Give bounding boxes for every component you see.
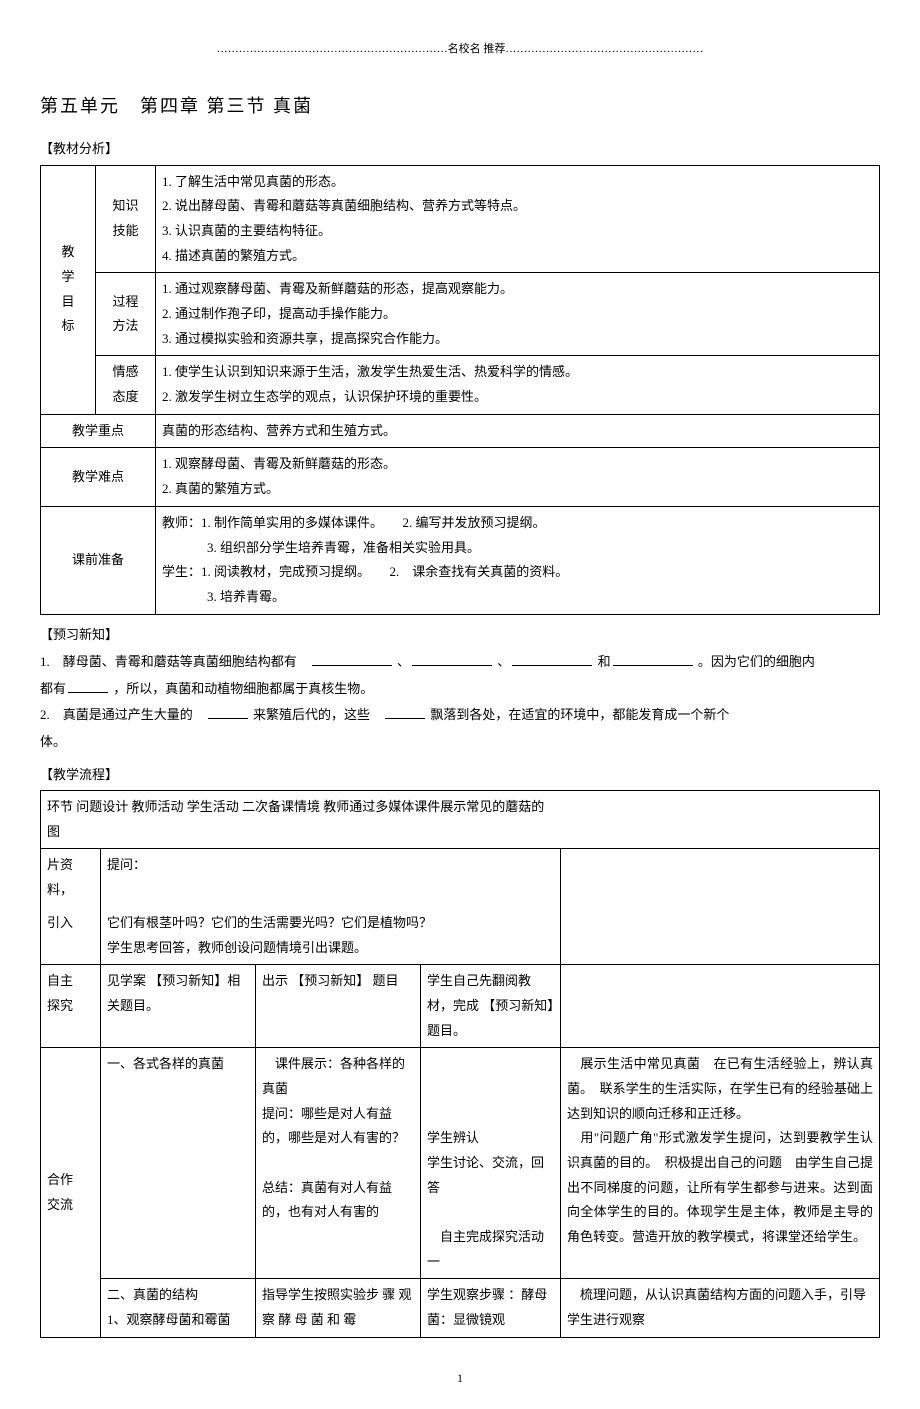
prep-line-3: 学生：1. 阅读教材，完成预习提纲。 2. 课余查找有关真菌的资料。 <box>162 560 873 585</box>
preview-text: ，所以，真菌和动植物细胞都属于真核生物。 <box>113 681 373 696</box>
flow-stage-coop: 合作 交流 <box>41 1048 101 1338</box>
prep-label: 课前准备 <box>41 506 156 614</box>
preview-text: 、 <box>397 654 410 669</box>
flow-cell: 一、各式各样的真菌 <box>101 1048 256 1279</box>
knowledge-content: 1. 了解生活中常见真菌的形态。 2. 说出酵母菌、青霉和蘑菇等真菌细胞结构、营… <box>156 165 880 273</box>
flow-cell: 展示生活中常见真菌 在已有生活经验上，辨认真菌。 联系学生的生活实际，在学生已有… <box>561 1048 880 1279</box>
preview-line-2: 都有 ，所以，真菌和动植物细胞都属于真核生物。 <box>40 677 880 702</box>
flow-cell: 指导学生按照实验步 骤 观 察 酵 母 菌 和 霉 <box>256 1279 421 1337</box>
prep-content: 教师：1. 制作简单实用的多媒体课件。 2. 编写并发放预习提纲。 3. 组织部… <box>156 506 880 614</box>
preview-line-1: 1. 酵母菌、青霉和蘑菇等真菌细胞结构都有 、 、 和 。因为它们的细胞内 <box>40 650 880 675</box>
flow-cell: 学生辨认 学生讨论、交流，回答 自主完成探究活动一 <box>421 1048 561 1279</box>
knowledge-label: 知识 技能 <box>96 165 156 273</box>
prep-line-1: 教师：1. 制作简单实用的多媒体课件。 2. 编写并发放预习提纲。 <box>162 511 873 536</box>
blank-field <box>68 679 108 693</box>
preview-block: 1. 酵母菌、青霉和蘑菇等真菌细胞结构都有 、 、 和 。因为它们的细胞内 都有… <box>40 650 880 755</box>
blank-field <box>613 652 693 666</box>
header-decoration: ………………………………………………………名校名 推荐…………………………………… <box>40 40 880 60</box>
goals-table: 教 学 目 标 知识 技能 1. 了解生活中常见真菌的形态。 2. 说出酵母菌、… <box>40 165 880 615</box>
flow-header-row: 环节 问题设计 教师活动 学生活动 二次备课情境 教师通过多媒体课件展示常见的蘑… <box>41 791 561 849</box>
flow-section-label: 【教学流程】 <box>40 763 880 786</box>
flow-cell: 见学案 【预习新知】相关题目。 <box>101 965 256 1048</box>
process-content: 1. 通过观察酵母菌、青霉及新鲜蘑菇的形态，提高观察能力。 2. 通过制作孢子印… <box>156 273 880 356</box>
flow-cell <box>561 965 880 1048</box>
flow-cell: 学生观察步骤 ：酵母菌：显微镜观 <box>421 1279 561 1337</box>
flow-header-text: 环节 问题设计 教师活动 学生活动 二次备课情境 教师通过多媒体课件展示常见的蘑… <box>47 799 544 839</box>
emotion-content: 1. 使学生认识到知识来源于生活，激发学生热爱生活、热爱科学的情感。 2. 激发… <box>156 356 880 414</box>
blank-field <box>312 652 392 666</box>
flow-cell: 学生自己先翻阅教材，完成 【预习新知】题目。 <box>421 965 561 1048</box>
flow-cell: 提问： <box>101 849 561 907</box>
preview-text: 和 <box>598 654 611 669</box>
flow-cell: 课件展示：各种各样的真菌 提问：哪些是对人有益的，哪些是对人有害的？ 总结：真菌… <box>256 1048 421 1279</box>
preview-text: 。因为它们的细胞内 <box>698 654 815 669</box>
flow-cell: 梳理问题，从认识真菌结构方面的问题入手，引导学生进行观察 <box>561 1279 880 1337</box>
process-label: 过程 方法 <box>96 273 156 356</box>
flow-cell: 二、真菌的结构 1、观察酵母菌和霉菌 <box>101 1279 256 1337</box>
preview-line-3: 2. 真菌是通过产生大量的 来繁殖后代的，这些 飘落到各处，在适宜的环境中，都能… <box>40 703 880 728</box>
flow-cell: 它们有根茎叶吗？它们的生活需要光吗？它们是植物吗？ 学生思考回答，教师创设问题情… <box>101 907 561 965</box>
preview-text: 飘落到各处，在适宜的环境中，都能发育成一个新个 <box>430 707 729 722</box>
preview-text: 1. 酵母菌、青霉和蘑菇等真菌细胞结构都有 <box>40 654 297 669</box>
preview-text: 来繁殖后代的，这些 <box>253 707 370 722</box>
blank-field <box>512 652 592 666</box>
emotion-label: 情感 态度 <box>96 356 156 414</box>
preview-line-4: 体。 <box>40 730 880 755</box>
prep-line-2: 3. 组织部分学生培养青霉，准备相关实验用具。 <box>162 536 873 561</box>
goal-main-label: 教 学 目 标 <box>41 165 96 414</box>
preview-section-label: 【预习新知】 <box>40 623 880 646</box>
flow-cell: 出示 【预习新知】 题目 <box>256 965 421 1048</box>
page-title: 第五单元 第四章 第三节 真菌 <box>40 90 880 122</box>
page-number: 1 <box>40 1368 880 1390</box>
analysis-section-label: 【教材分析】 <box>40 137 880 160</box>
flow-cell <box>561 907 880 965</box>
difficulty-label: 教学难点 <box>41 448 156 506</box>
flow-cell <box>561 849 880 907</box>
keypoint-label: 教学重点 <box>41 414 156 448</box>
prep-line-4: 3. 培养青霉。 <box>162 585 873 610</box>
flow-cell: 片资料， <box>41 849 101 907</box>
difficulty-content: 1. 观察酵母菌、青霉及新鲜蘑菇的形态。 2. 真菌的繁殖方式。 <box>156 448 880 506</box>
keypoint-content: 真菌的形态结构、营养方式和生殖方式。 <box>156 414 880 448</box>
preview-text: 、 <box>497 654 510 669</box>
flow-table: 环节 问题设计 教师活动 学生活动 二次备课情境 教师通过多媒体课件展示常见的蘑… <box>40 790 880 1338</box>
blank-field <box>208 705 248 719</box>
preview-text: 都有 <box>40 681 66 696</box>
blank-field <box>385 705 425 719</box>
flow-header-empty <box>561 791 880 849</box>
preview-text: 2. 真菌是通过产生大量的 <box>40 707 193 722</box>
blank-field <box>412 652 492 666</box>
flow-stage-intro: 引入 <box>41 907 101 965</box>
flow-stage-self: 自主 探究 <box>41 965 101 1048</box>
